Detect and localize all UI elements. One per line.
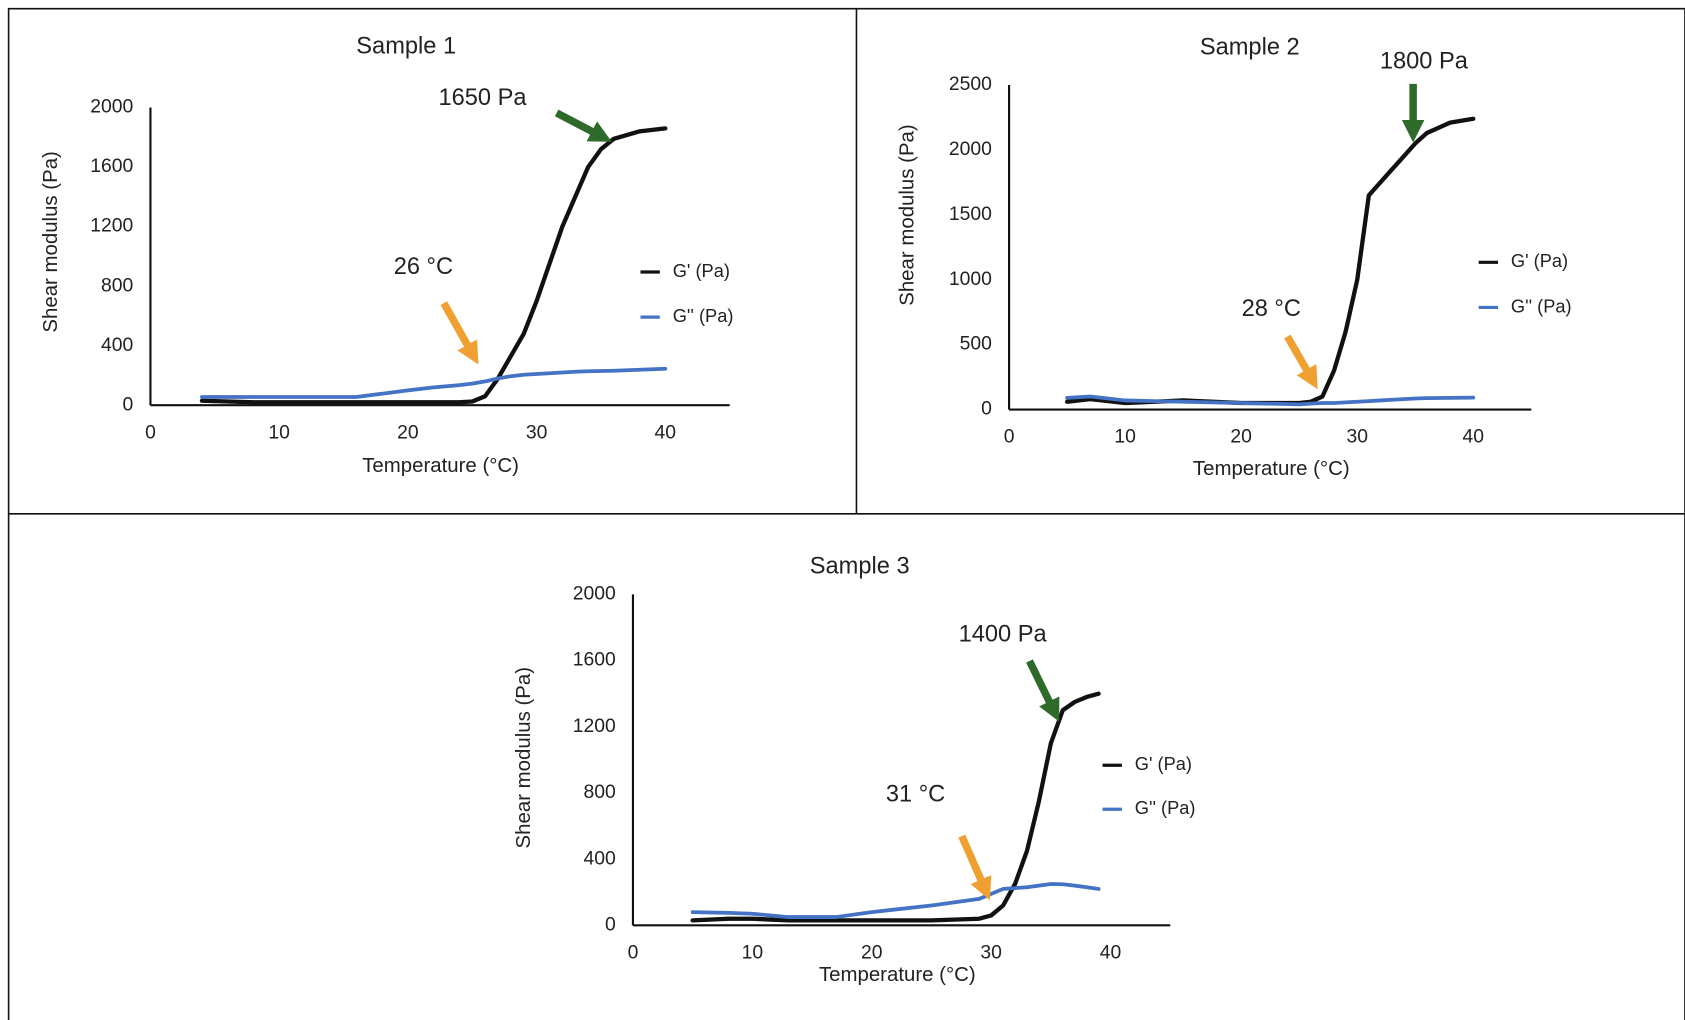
annotation: 1650 Pa — [438, 85, 527, 111]
series-line — [202, 369, 665, 397]
legend-label: G'' (Pa) — [673, 305, 734, 326]
legend-label: G' (Pa) — [1135, 753, 1192, 774]
annotation-arrow — [1029, 661, 1054, 712]
y-tick-label: 2000 — [573, 582, 616, 604]
x-tick-label: 30 — [980, 941, 1002, 963]
y-tick-label: 800 — [101, 274, 133, 296]
x-axis-label: Temperature (°C) — [362, 455, 519, 477]
x-tick-label: 10 — [1114, 426, 1136, 448]
y-axis-label: Shear modulus (Pa) — [896, 124, 918, 305]
y-tick-label: 400 — [584, 847, 616, 869]
x-tick-label: 30 — [526, 421, 547, 443]
legend-label: G'' (Pa) — [1511, 295, 1572, 316]
y-tick-label: 1600 — [573, 649, 616, 671]
x-tick-label: 40 — [1463, 426, 1484, 448]
annotation: 31 °C — [886, 782, 945, 808]
x-axis-label: Temperature (°C) — [819, 964, 976, 986]
annotation: 28 °C — [1242, 296, 1301, 322]
chart-title: Sample 3 — [810, 554, 910, 580]
x-tick-label: 20 — [861, 941, 883, 963]
annotation-arrow — [557, 113, 602, 137]
x-tick-label: 10 — [268, 421, 290, 443]
y-tick-label: 1000 — [949, 268, 992, 290]
x-tick-label: 0 — [1004, 426, 1015, 448]
annotation: 1400 Pa — [959, 621, 1048, 647]
x-tick-label: 20 — [397, 421, 419, 443]
series-line — [1067, 119, 1473, 403]
legend-label: G'' (Pa) — [1135, 797, 1196, 818]
series-line — [693, 884, 1099, 917]
annotation: 26 °C — [394, 254, 453, 280]
chart-title: Sample 2 — [1200, 35, 1300, 61]
y-tick-label: 1500 — [949, 203, 992, 225]
y-tick-label: 500 — [960, 333, 992, 355]
y-tick-label: 0 — [981, 398, 992, 420]
y-tick-label: 2000 — [949, 138, 992, 160]
y-tick-label: 0 — [605, 913, 616, 935]
chart-title: Sample 1 — [356, 34, 456, 60]
y-tick-label: 2000 — [90, 96, 133, 118]
y-tick-label: 400 — [101, 334, 133, 356]
y-tick-label: 1200 — [90, 215, 133, 237]
legend-label: G' (Pa) — [1511, 250, 1568, 271]
annotation-arrow — [444, 303, 473, 355]
x-tick-label: 30 — [1346, 426, 1368, 448]
x-tick-label: 20 — [1230, 426, 1251, 448]
y-tick-label: 2500 — [949, 73, 992, 95]
y-tick-label: 1200 — [573, 715, 616, 737]
x-tick-label: 40 — [655, 421, 677, 443]
y-axis-label: Shear modulus (Pa) — [513, 667, 535, 848]
y-tick-label: 0 — [123, 393, 134, 415]
y-tick-label: 1600 — [90, 155, 133, 177]
y-axis-label: Shear modulus (Pa) — [40, 151, 62, 332]
x-tick-label: 10 — [742, 941, 764, 963]
x-tick-label: 0 — [628, 941, 639, 963]
annotation-arrow — [1287, 336, 1312, 379]
x-axis-label: Temperature (°C) — [1193, 458, 1350, 480]
annotation-arrow — [962, 836, 986, 890]
x-tick-label: 0 — [145, 421, 156, 443]
annotation: 1800 Pa — [1380, 49, 1469, 75]
y-tick-label: 800 — [584, 781, 616, 803]
legend-label: G' (Pa) — [673, 260, 730, 281]
x-tick-label: 40 — [1100, 941, 1122, 963]
figure: Sample 1 Temperature (°C) Shear modulus (P… — [0, 0, 1685, 1020]
